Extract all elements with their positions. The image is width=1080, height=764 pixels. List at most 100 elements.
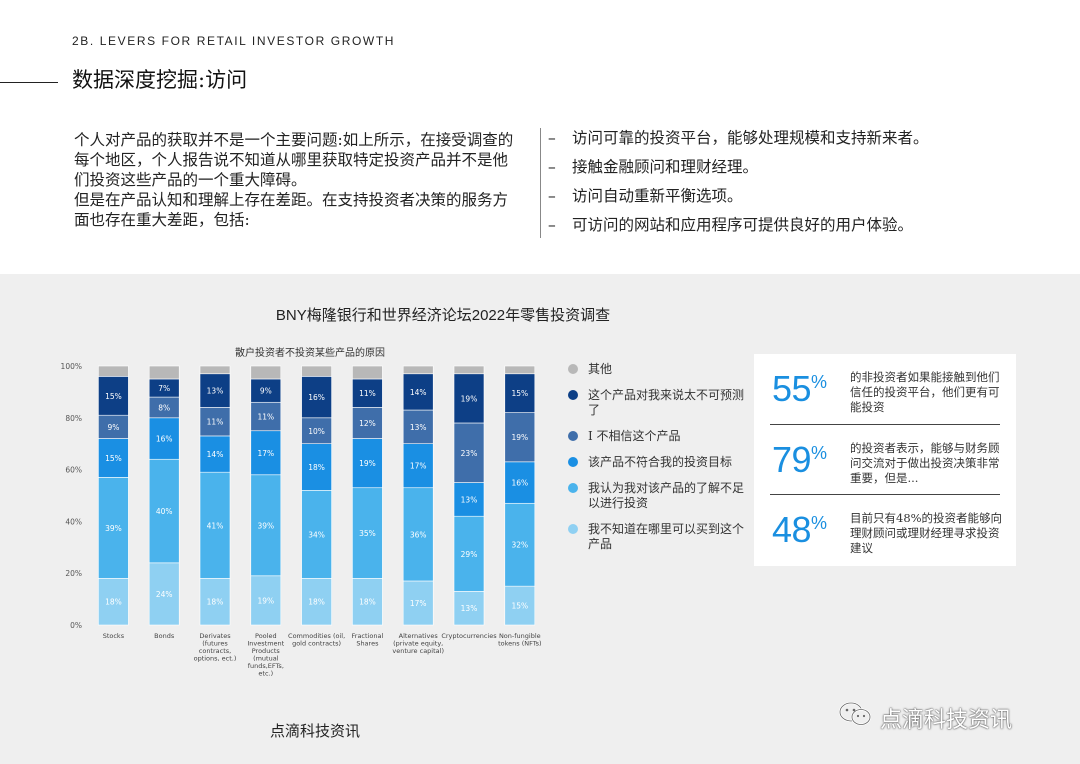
legend-item: 我认为我对该产品的了解不足以进行投资 xyxy=(566,481,746,511)
legend-item: 该产品不符合我的投资目标 xyxy=(566,455,746,470)
stats-card: 55% 的非投资者如果能接触到他们信任的投资平台，他们更有可能投资 79% 的投… xyxy=(754,354,1016,566)
legend-label: 我不知道在哪里可以买到这个产品 xyxy=(588,522,745,551)
x-tick-label: contracts, xyxy=(199,647,231,655)
bar-segment xyxy=(250,401,282,432)
bar-segment xyxy=(148,458,180,564)
data-label: 41% xyxy=(207,521,224,530)
bar-segment xyxy=(504,365,536,375)
page-title: 数据深度挖掘:访问 xyxy=(72,68,248,92)
bullet-text: 访问可靠的投资平台，能够处理规模和支持新来者。 xyxy=(572,129,929,147)
legend-label: 这个产品对我来说太不可预测了 xyxy=(588,388,745,417)
bullet-text: 接触金融顾问和理财经理。 xyxy=(572,158,759,176)
bar-segment xyxy=(98,438,129,478)
bar-segment xyxy=(352,378,383,408)
bar-segment xyxy=(301,578,332,626)
data-label: 39% xyxy=(257,521,274,530)
bar-segment xyxy=(402,580,434,626)
data-label: 15% xyxy=(511,602,528,611)
data-label: 7% xyxy=(158,384,170,393)
data-label: 16% xyxy=(156,435,173,444)
legend-item: 这个产品对我来说太不可预测了 xyxy=(566,388,746,418)
legend-swatch xyxy=(568,364,578,374)
x-tick-label: Stocks xyxy=(103,632,125,640)
wechat-logo-icon xyxy=(838,701,872,726)
x-tick-label: options, ect.) xyxy=(194,655,237,663)
x-tick-label: Shares xyxy=(356,640,379,648)
stat-number: 55% xyxy=(772,368,827,409)
dash-icon: – xyxy=(548,129,556,147)
bar-segment xyxy=(504,502,536,587)
bar-segment xyxy=(453,515,485,592)
stat-number: 79% xyxy=(772,439,827,480)
data-label: 19% xyxy=(359,459,376,468)
data-label: 13% xyxy=(461,495,478,504)
bullet-divider xyxy=(540,128,541,238)
bar-segment xyxy=(98,376,129,416)
bar-segment xyxy=(402,487,434,582)
bar-segment xyxy=(402,409,434,444)
intro-paragraph-2: 但是在产品认知和理解上存在差距。在支持投资者决策的服务方面也存在重大差距，包括: xyxy=(74,191,509,229)
legend-label: 其他 xyxy=(588,362,613,376)
bar-segment xyxy=(301,490,332,579)
bar-segment xyxy=(352,438,383,489)
chart-subtitle: 散户投资者不投资某些产品的原因 xyxy=(235,348,385,359)
bar-segment xyxy=(504,373,536,413)
bar-segment xyxy=(199,578,231,626)
y-tick-label: 0% xyxy=(70,621,82,630)
x-tick-label: Commodities (oil, xyxy=(288,632,345,640)
data-label: 18% xyxy=(207,598,224,607)
y-tick-label: 20% xyxy=(65,569,82,578)
data-label: 15% xyxy=(105,392,122,401)
intro-text: 个人对产品的获取并不是一个主要问题:如上所示，在接受调查的每个地区，个人报告说不… xyxy=(74,130,514,230)
legend-label: 我认为我对该产品的了解不足以进行投资 xyxy=(588,481,745,510)
stat-number: 48% xyxy=(772,509,827,550)
bar-segment xyxy=(148,417,180,460)
bullet-text: 可访问的网站和应用程序可提供良好的用户体验。 xyxy=(572,216,914,234)
bar-segment xyxy=(453,422,485,483)
x-tick-label: Non-fungible xyxy=(499,632,541,640)
data-label: 11% xyxy=(359,389,376,398)
bar-segment xyxy=(453,482,485,517)
data-label: 19% xyxy=(257,596,274,605)
data-label: 36% xyxy=(410,530,427,539)
bullet-item: – 可访问的网站和应用程序可提供良好的用户体验。 xyxy=(548,215,1018,235)
data-label: 11% xyxy=(257,413,274,422)
data-label: 8% xyxy=(158,403,170,412)
bar-segment xyxy=(352,407,383,439)
bar-segment xyxy=(199,407,231,437)
bar-segment xyxy=(98,477,129,579)
legend-swatch xyxy=(568,431,578,441)
data-label: 13% xyxy=(461,604,478,613)
stat-text: 的非投资者如果能接触到他们信任的投资平台，他们更有可能投资 xyxy=(850,370,1000,414)
bar-segment xyxy=(453,365,485,375)
chart-title: BNY梅隆银行和世界经济论坛2022年零售投资调查 xyxy=(275,307,611,324)
legend-item: 其他 xyxy=(566,362,746,377)
x-tick-label: funds,EFTs, xyxy=(248,662,284,670)
bar-segment xyxy=(301,417,332,444)
x-tick-label: Products xyxy=(252,647,281,655)
legend-swatch xyxy=(568,524,578,534)
bar-segment xyxy=(301,443,332,491)
data-label: 29% xyxy=(461,550,478,559)
bar-segment xyxy=(301,376,332,419)
data-label: 11% xyxy=(207,418,224,427)
bar-segment xyxy=(250,474,282,577)
legend-label: I 不相信这个产品 xyxy=(588,429,681,443)
bullet-item: – 访问自动重新平衡选项。 xyxy=(548,186,1018,206)
data-label: 18% xyxy=(359,598,376,607)
data-label: 10% xyxy=(308,427,325,436)
x-tick-label: venture capital) xyxy=(392,647,444,655)
x-tick-label: gold contracts) xyxy=(292,640,341,648)
stat-text: 的投资者表示，能够与财务顾问交流对于做出投资决策非常重要，但是... xyxy=(850,441,1000,485)
y-tick-label: 60% xyxy=(65,466,82,475)
data-label: 14% xyxy=(410,388,427,397)
data-label: 13% xyxy=(410,423,427,432)
x-tick-label: Investment xyxy=(247,640,284,648)
bullet-text: 访问自动重新平衡选项。 xyxy=(572,187,743,205)
bar-segment xyxy=(301,365,332,377)
bar-segment xyxy=(352,365,383,380)
intro-paragraph-1: 个人对产品的获取并不是一个主要问题:如上所示，在接受调查的每个地区，个人报告说不… xyxy=(74,131,514,189)
chart-legend: 其他 这个产品对我来说太不可预测了 I 不相信这个产品 该产品不符合我的投资目标… xyxy=(566,362,746,563)
x-tick-label: Cryptocurrencies xyxy=(441,632,497,640)
x-tick-label: (private equity, xyxy=(393,640,443,648)
